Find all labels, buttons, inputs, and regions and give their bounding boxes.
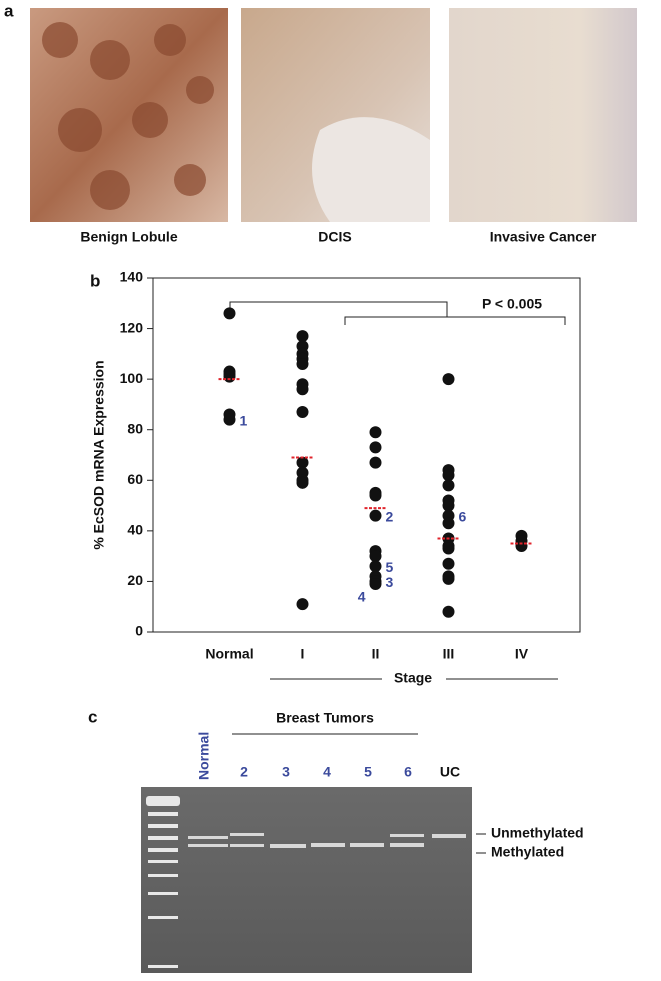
data-point bbox=[369, 426, 382, 439]
group-label: Breast Tumors bbox=[276, 710, 374, 726]
data-point bbox=[369, 560, 382, 573]
significance-bracket bbox=[229, 301, 566, 325]
image-texture bbox=[312, 117, 430, 222]
data-point bbox=[442, 557, 455, 570]
data-point bbox=[296, 598, 309, 611]
data-point bbox=[369, 509, 382, 522]
y-tick-label: 0 bbox=[135, 623, 143, 639]
data-point bbox=[223, 307, 236, 320]
data-point bbox=[442, 373, 455, 386]
lane-label: 6 bbox=[404, 764, 412, 780]
point-label: 5 bbox=[386, 559, 394, 575]
x-tick-label: II bbox=[372, 646, 380, 662]
x-tick-label: I bbox=[301, 646, 305, 662]
plot-frame bbox=[152, 277, 581, 633]
panel-label: b bbox=[90, 271, 100, 290]
data-point bbox=[296, 383, 309, 396]
data-point bbox=[442, 542, 455, 555]
data-point bbox=[223, 413, 236, 426]
point-label: 4 bbox=[358, 589, 366, 605]
y-tick-label: 100 bbox=[120, 370, 144, 386]
y-tick-label: 20 bbox=[127, 572, 143, 588]
point-label: 1 bbox=[240, 412, 248, 428]
image-texture bbox=[42, 22, 214, 210]
lane-label: 5 bbox=[364, 764, 372, 780]
data-point bbox=[223, 370, 236, 383]
gel-image bbox=[141, 787, 472, 973]
y-tick-label: 80 bbox=[127, 420, 143, 436]
gel-bands bbox=[188, 833, 466, 848]
data-point bbox=[369, 550, 382, 563]
histology-image bbox=[449, 8, 637, 222]
lane-label: 4 bbox=[323, 764, 331, 780]
dot-plot: b % EcSOD mRNA Expression P < 0.005 Stag… bbox=[90, 269, 581, 686]
x-tick-label: IV bbox=[515, 646, 529, 662]
y-tick-label: 40 bbox=[127, 522, 143, 538]
data-point bbox=[296, 357, 309, 370]
data-point bbox=[296, 406, 309, 419]
lane-label: 2 bbox=[240, 764, 248, 780]
data-point bbox=[369, 489, 382, 502]
point-label: 3 bbox=[386, 574, 394, 590]
data-point bbox=[442, 469, 455, 482]
data-point bbox=[296, 456, 309, 469]
y-axis-label: % EcSOD mRNA Expression bbox=[91, 360, 107, 549]
data-point bbox=[515, 540, 528, 553]
data-point bbox=[442, 479, 455, 492]
data-point bbox=[369, 456, 382, 469]
lane-label: 3 bbox=[282, 764, 290, 780]
point-label: 2 bbox=[386, 508, 394, 524]
panel-label: c bbox=[88, 707, 97, 726]
data-point bbox=[296, 330, 309, 343]
point-label: 6 bbox=[459, 508, 467, 524]
ladder bbox=[146, 796, 180, 968]
significance-label: P < 0.005 bbox=[482, 296, 542, 312]
y-tick-label: 60 bbox=[127, 471, 143, 487]
image-caption: Invasive Cancer bbox=[490, 229, 597, 245]
data-point bbox=[369, 441, 382, 454]
x-axis-label: Stage bbox=[394, 670, 432, 686]
band-label: Methylated bbox=[491, 844, 564, 860]
data-point bbox=[442, 517, 455, 530]
data-point bbox=[442, 499, 455, 512]
lane-label: Normal bbox=[196, 732, 212, 780]
y-tick-label: 120 bbox=[120, 319, 144, 335]
y-tick-label: 140 bbox=[120, 269, 144, 285]
data-point bbox=[296, 476, 309, 489]
x-tick-label: Normal bbox=[205, 646, 253, 662]
data-point bbox=[442, 605, 455, 618]
image-caption: DCIS bbox=[318, 229, 351, 245]
lane-label: UC bbox=[440, 764, 460, 780]
image-caption: Benign Lobule bbox=[80, 229, 177, 245]
band-label: Unmethylated bbox=[491, 825, 584, 841]
data-point bbox=[369, 577, 382, 590]
data-point bbox=[442, 572, 455, 585]
x-tick-label: III bbox=[443, 646, 455, 662]
panel-label: a bbox=[4, 1, 14, 20]
